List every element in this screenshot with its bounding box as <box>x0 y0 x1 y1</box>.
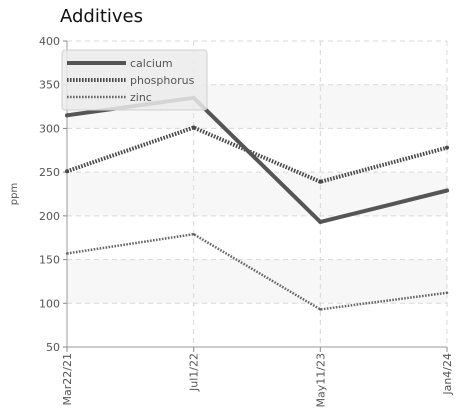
y-tick-label: 50 <box>46 341 60 354</box>
y-tick-label: 100 <box>39 297 60 310</box>
data-point-phosphorus <box>65 169 69 174</box>
data-point-zinc <box>319 308 322 311</box>
legend-label-phosphorus: phosphorus <box>130 74 195 87</box>
plot-band <box>67 259 447 304</box>
data-point-zinc <box>65 252 69 255</box>
chart-title: Additives <box>60 6 144 27</box>
data-point-zinc <box>445 291 449 295</box>
data-point-phosphorus <box>191 125 196 130</box>
y-tick-label: 250 <box>39 166 60 179</box>
x-tick-label: Jul1/22 <box>188 353 201 392</box>
data-point-zinc <box>192 232 195 236</box>
data-point-phosphorus <box>445 145 449 150</box>
x-tick-label: Mar22/21 <box>61 353 74 405</box>
y-tick-label: 400 <box>39 35 60 48</box>
y-tick-label: 200 <box>39 210 60 223</box>
data-point-phosphorus <box>318 179 323 184</box>
legend-label-calcium: calcium <box>130 57 173 70</box>
y-tick-label: 150 <box>39 254 60 267</box>
x-tick-label: Jan4/24 <box>441 353 454 396</box>
y-axis-label: ppm <box>9 183 20 205</box>
x-tick-label: May11/23 <box>314 353 327 407</box>
data-point-calcium <box>318 219 323 224</box>
series-line-phosphorus <box>66 125 448 184</box>
data-point-calcium <box>65 113 69 118</box>
data-point-calcium <box>445 188 449 193</box>
plot-band <box>67 172 447 216</box>
series-line-zinc <box>66 232 448 311</box>
y-tick-label: 300 <box>39 122 60 135</box>
y-tick-label: 350 <box>39 79 60 92</box>
legend-label-zinc: zinc <box>130 91 152 104</box>
